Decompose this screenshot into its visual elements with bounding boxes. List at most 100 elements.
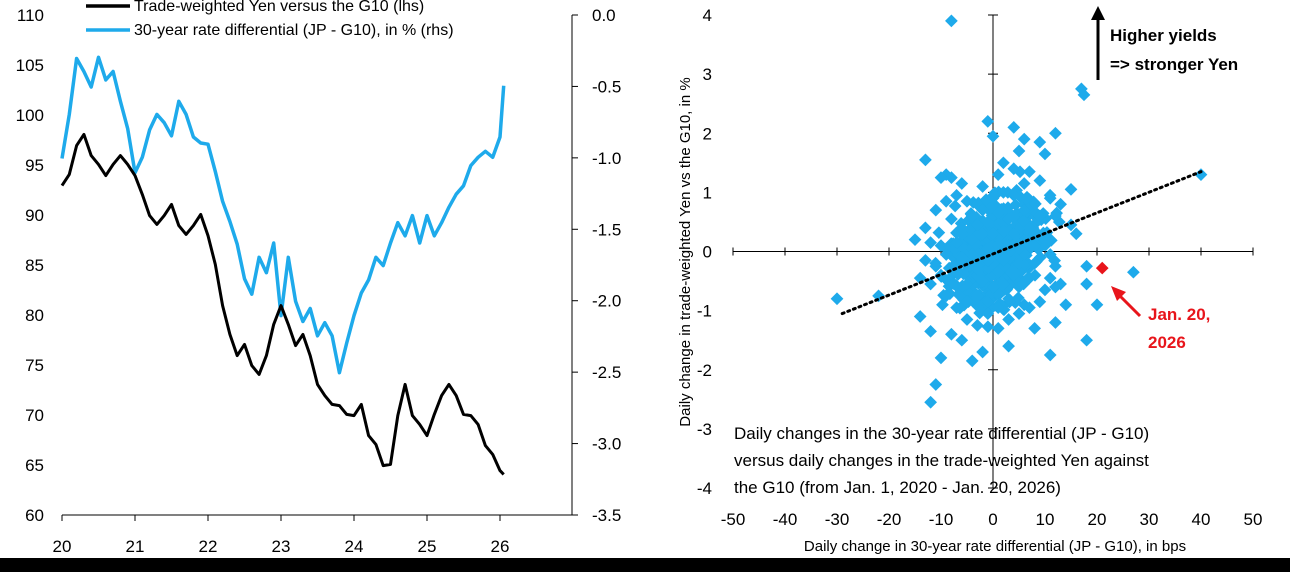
right-y-tick-label: -2.5 xyxy=(592,363,621,382)
scatter-point xyxy=(830,292,844,306)
scatter-point xyxy=(986,191,1000,205)
scatter-x-tick-label: 0 xyxy=(988,510,997,529)
scatter-point xyxy=(1023,165,1036,179)
scatter-point xyxy=(932,226,946,240)
scatter-point xyxy=(1059,298,1073,312)
left-y-tick-label: 105 xyxy=(16,56,44,75)
scatter-point xyxy=(960,277,974,291)
scatter-point xyxy=(965,233,979,247)
scatter-x-tick-label: -30 xyxy=(825,510,850,529)
x-tick-label: 26 xyxy=(491,537,510,556)
scatter-point xyxy=(955,177,969,190)
scatter-point xyxy=(919,221,932,235)
scatter-point xyxy=(1054,277,1067,291)
x-tick-label: 20 xyxy=(53,537,72,556)
x-tick-label: 25 xyxy=(418,537,437,556)
scatter-point xyxy=(919,153,932,167)
scatter-point xyxy=(945,14,958,28)
scatter-x-tick-label: -50 xyxy=(721,510,746,529)
scatter-point xyxy=(929,259,943,273)
right-y-tick-label: -3.5 xyxy=(592,506,621,525)
scatter-point xyxy=(1012,256,1026,270)
scatter-point xyxy=(1007,162,1021,176)
scatter-x-tick-label: -40 xyxy=(773,510,798,529)
scatter-point xyxy=(997,186,1010,199)
scatter-y-tick-label: -2 xyxy=(697,361,712,380)
scatter-point xyxy=(1012,280,1026,294)
scatter-point xyxy=(976,345,989,359)
scatter-point xyxy=(929,378,943,391)
bottom-black-bar xyxy=(0,558,1290,572)
scatter-point xyxy=(971,262,984,276)
right-y-tick-label: -1.5 xyxy=(592,220,621,239)
scatter-x-axis-title: Daily change in 30-year rate differentia… xyxy=(804,538,1186,555)
chart-note-text: versus daily changes in the trade-weight… xyxy=(734,451,1149,470)
up-arrow-head-icon xyxy=(1091,6,1105,20)
scatter-point xyxy=(908,233,922,247)
scatter-y-axis-title: Daily change in trade-weighted Yen vs th… xyxy=(677,77,694,426)
scatter-point xyxy=(945,212,958,226)
scatter-point xyxy=(981,115,995,128)
scatter-point xyxy=(1002,212,1015,226)
scatter-point xyxy=(1064,183,1078,196)
scatter-point xyxy=(929,203,943,217)
scatter-point xyxy=(1017,132,1031,146)
scatter-point xyxy=(1002,313,1015,326)
scatter-x-tick-label: 40 xyxy=(1192,510,1211,529)
left-y-tick-label: 70 xyxy=(25,406,44,425)
scatter-point xyxy=(986,129,1000,143)
scatter-y-tick-label: 2 xyxy=(703,124,712,143)
scatter-y-tick-label: 4 xyxy=(703,6,712,25)
scatter-point xyxy=(973,306,987,320)
left-line-chart: 110 105 100 95 90 85 80 75 70 65 60 0.0 -0.5 -1.0 -1.… xyxy=(16,0,622,556)
rate-differential-series-line xyxy=(60,55,506,375)
scatter-point xyxy=(1028,322,1041,335)
right-y-tick-label: 0.0 xyxy=(592,6,616,25)
scatter-y-tick-label: -4 xyxy=(697,479,712,498)
left-y-tick-label: 80 xyxy=(25,306,44,325)
scatter-point xyxy=(955,221,969,235)
right-y-tick-label: -3.0 xyxy=(592,435,621,454)
scatter-point xyxy=(1043,248,1057,261)
scatter-point xyxy=(1023,221,1036,235)
scatter-point xyxy=(1033,135,1047,149)
scatter-point xyxy=(997,224,1010,238)
left-y-tick-label: 110 xyxy=(17,6,44,25)
scatter-point xyxy=(976,274,989,288)
scatter-point xyxy=(1043,348,1057,362)
legend-label: 30-year rate differential (JP - G10), in… xyxy=(134,22,454,39)
scatter-point xyxy=(971,319,984,332)
left-y-tick-label: 65 xyxy=(25,456,44,475)
x-tick-label: 22 xyxy=(199,537,218,556)
scatter-point xyxy=(981,295,995,309)
scatter-point xyxy=(924,395,937,409)
scatter-x-tick-label: 20 xyxy=(1088,510,1107,529)
scatter-y-tick-label: -3 xyxy=(697,420,712,439)
scatter-point xyxy=(1002,339,1015,353)
scatter-x-tick-label: 10 xyxy=(1036,510,1055,529)
scatter-point xyxy=(1033,174,1047,187)
scatter-point xyxy=(1049,259,1062,273)
left-legend: Trade-weighted Yen versus the G10 (lhs) 3… xyxy=(86,0,454,39)
scatter-point xyxy=(997,156,1010,170)
scatter-point xyxy=(1007,120,1021,134)
scatter-point xyxy=(1049,126,1062,140)
x-tick-label: 23 xyxy=(272,537,291,556)
scatter-point xyxy=(1038,283,1052,297)
scatter-y-tick-label: 0 xyxy=(703,243,712,262)
left-y-tick-label: 75 xyxy=(25,356,44,375)
scatter-point xyxy=(934,351,948,365)
scatter-point xyxy=(1012,144,1026,158)
legend-label: Trade-weighted Yen versus the G10 (lhs) xyxy=(134,0,424,15)
scatter-point xyxy=(1029,197,1042,211)
scatter-point xyxy=(986,280,1000,294)
scatter-point xyxy=(1077,88,1091,102)
scatter-point xyxy=(986,227,1000,241)
scatter-point xyxy=(997,277,1010,291)
scatter-point xyxy=(976,180,989,193)
scatter-x-tick-label: -10 xyxy=(929,510,954,529)
scatter-point xyxy=(1033,295,1047,309)
scatter-point xyxy=(945,327,958,341)
right-y-tick-label: -0.5 xyxy=(592,77,621,96)
